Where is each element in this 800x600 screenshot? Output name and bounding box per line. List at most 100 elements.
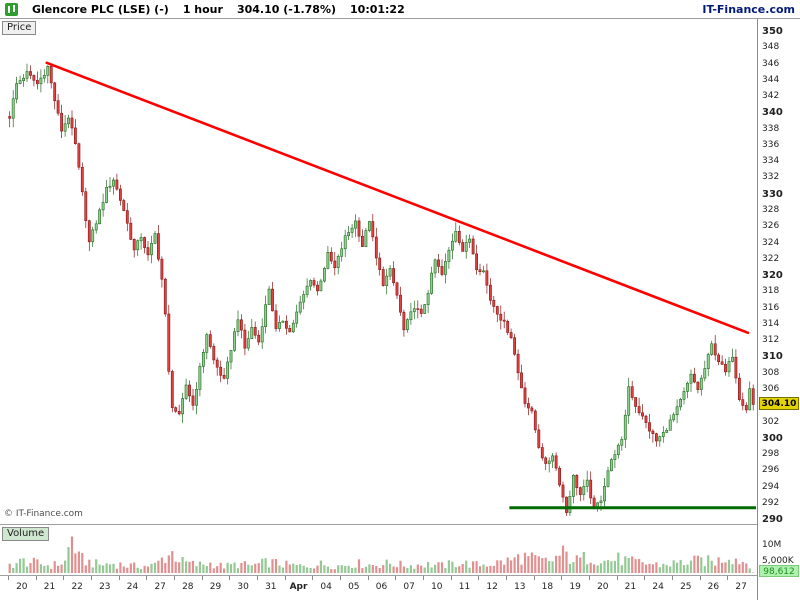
price-pane-tab[interactable]: Price (2, 21, 37, 35)
time-axis-tick (644, 576, 646, 580)
time-axis-tick (229, 576, 231, 580)
time-axis-label: 21 (624, 582, 637, 592)
price-axis-label: 346 (762, 58, 780, 69)
price-axis-label: 314 (762, 318, 780, 329)
time-axis-label: 28 (182, 582, 194, 592)
time-axis-tick (35, 576, 37, 580)
time-axis-tick (423, 576, 424, 580)
time-axis-label: 29 (209, 582, 222, 592)
price-axis-label: 292 (762, 497, 780, 508)
time-axis-tick (450, 576, 452, 580)
time-axis-tick (367, 576, 369, 580)
time-axis-label: 05 (348, 582, 360, 592)
price-axis-label: 318 (762, 286, 780, 297)
time-axis-label: 27 (735, 582, 747, 592)
chart-header: Glencore PLC (LSE) (-) 1 hour 304.10 (-1… (0, 0, 800, 19)
price-axis-label: 342 (762, 91, 780, 102)
price-axis-label: 310 (762, 351, 783, 363)
candlestick-chart[interactable] (0, 19, 757, 524)
price-axis-label: 294 (762, 481, 780, 492)
time-axis-tick (727, 576, 729, 580)
time-axis-tick (284, 576, 286, 580)
time-axis-tick (63, 576, 65, 580)
price-axis-label: 320 (762, 270, 783, 282)
price-axis-label: 296 (762, 465, 780, 476)
time-axis-label: 22 (71, 582, 83, 592)
last-quote-label: 304.10 (-1.78%) (236, 2, 337, 16)
time-axis-label: 24 (652, 582, 664, 592)
volume-axis-label: 5,000K (762, 556, 794, 566)
time-axis-label: 31 (265, 582, 277, 592)
time-axis-tick (257, 576, 258, 580)
price-chart-pane[interactable]: Price © IT-Finance.com (0, 19, 757, 524)
price-axis-label: 332 (762, 172, 780, 183)
time-axis-tick (118, 576, 120, 580)
price-axis-label: 290 (762, 514, 783, 526)
time-axis-label: 18 (541, 582, 554, 592)
time-axis-label: 19 (569, 582, 581, 592)
current-volume-badge: 98,612 (759, 565, 799, 577)
time-axis-label: 07 (403, 582, 415, 592)
time-axis[interactable]: 20 21 22 23 24 27 28 29 30 31 Apr 04 05 06 07 10 11 12 13 1… (0, 575, 757, 600)
price-axis-label: 322 (762, 253, 780, 264)
time-axis-label: 24 (126, 582, 139, 592)
price-axis-label: 344 (762, 74, 780, 85)
price-axis-label: 328 (762, 205, 780, 215)
price-axis-label: 334 (762, 156, 780, 167)
price-axis-label: 316 (762, 302, 780, 313)
time-axis-label: 30 (237, 582, 249, 592)
time-axis-tick (561, 576, 563, 580)
time-axis-tick (616, 576, 618, 580)
price-axis-label: 300 (762, 432, 783, 444)
price-axis-label: 326 (762, 221, 780, 232)
volume-bars-chart[interactable] (0, 525, 757, 575)
time-axis-label: 12 (486, 582, 498, 592)
quote-time-label: 10:01:22 (350, 2, 405, 16)
time-axis-tick (91, 576, 92, 580)
price-axis-label: 302 (762, 416, 780, 427)
time-axis-tick (533, 576, 535, 580)
price-axis-label: 330 (762, 188, 783, 200)
price-axis[interactable]: 304.10 10M 5,000K 98,612 350 348 346 344 342… (757, 19, 800, 600)
time-axis-tick (201, 576, 203, 580)
price-axis-label: 338 (762, 123, 780, 134)
time-axis-label: 06 (375, 582, 388, 592)
price-axis-label: 298 (762, 449, 780, 460)
watermark-label: © IT-Finance.com (4, 509, 83, 519)
time-axis-label: 25 (680, 582, 692, 592)
volume-pane[interactable]: Volume (0, 524, 757, 575)
time-axis-label: 13 (514, 582, 526, 592)
price-axis-label: 324 (762, 237, 780, 248)
time-axis-tick (588, 576, 590, 580)
time-axis-label: 27 (154, 582, 166, 592)
time-axis-label: 26 (707, 582, 720, 592)
time-axis-label: 11 (458, 582, 471, 592)
time-axis-tick (312, 576, 314, 580)
time-axis-label: 20 (16, 582, 28, 592)
time-axis-tick (8, 576, 9, 580)
timeframe-label[interactable]: 1 hour (182, 2, 223, 16)
price-axis-label: 312 (762, 335, 780, 346)
price-axis-label: 348 (762, 42, 780, 53)
current-price-badge: 304.10 (759, 397, 799, 411)
price-axis-label: 306 (762, 383, 780, 394)
time-axis-tick (395, 576, 397, 580)
time-axis-tick (146, 576, 148, 580)
time-axis-label: 23 (99, 582, 111, 592)
time-axis-label: 04 (320, 582, 332, 592)
volume-pane-tab[interactable]: Volume (2, 527, 50, 541)
time-axis-tick (671, 576, 673, 580)
time-axis-label: 20 (597, 582, 609, 592)
time-axis-label: 10 (431, 582, 443, 592)
time-axis-label: 21 (43, 582, 56, 592)
instrument-title: Glencore PLC (LSE) (-) (32, 2, 169, 16)
price-axis-label: 340 (762, 107, 783, 119)
price-axis-label: 308 (762, 367, 780, 378)
time-axis-tick (174, 576, 175, 580)
brand-label[interactable]: IT-Finance.com (702, 2, 795, 16)
price-axis-label: 350 (762, 26, 783, 38)
instrument-icon (5, 2, 18, 16)
time-axis-tick (506, 576, 507, 580)
time-axis-tick (699, 576, 701, 580)
time-axis-tick (340, 576, 341, 580)
